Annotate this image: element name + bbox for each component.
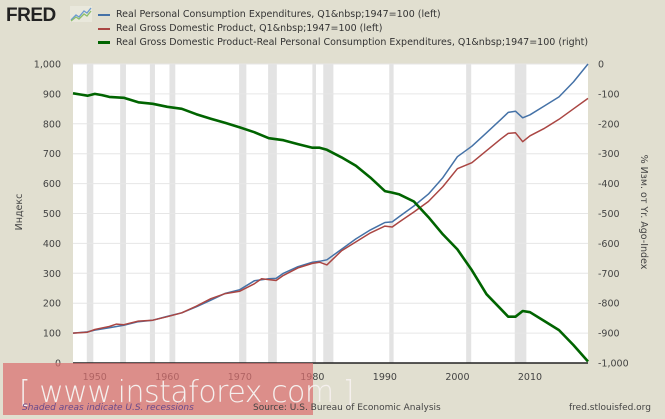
y-left-tick-label: 500 xyxy=(43,209,61,220)
y-right-tick-label: -900 xyxy=(598,329,620,340)
legend-label: Real Gross Domestic Product, Q1&nbsp;194… xyxy=(116,23,383,34)
legend-label: Real Personal Consumption Expenditures, … xyxy=(116,9,441,20)
y-right-tick-label: -700 xyxy=(598,269,620,280)
watermark-banner: [ www.instaforex.com ] xyxy=(3,363,354,415)
y-right-tick-label: -500 xyxy=(598,209,620,220)
series-line-gdp xyxy=(72,97,589,334)
y-right-tick-label: -400 xyxy=(598,179,620,190)
legend-label: Real Gross Domestic Product-Real Persona… xyxy=(116,37,589,48)
fred-url-link[interactable]: fred.stlouisfed.org xyxy=(569,403,651,413)
y-right-tick-label: -100 xyxy=(598,89,620,100)
y-left-tick-label: 900 xyxy=(43,89,61,100)
y-axis-right-title: % Изм. от Yr. Ago-Index xyxy=(638,155,649,270)
legend-item-pce[interactable]: Real Personal Consumption Expenditures, … xyxy=(98,9,441,20)
y-left-tick-label: 800 xyxy=(43,119,61,130)
x-tick-label: 2000 xyxy=(445,372,469,383)
recession-note: Shaded areas indicate U.S. recessions xyxy=(22,403,194,413)
y-left-tick-label: 700 xyxy=(43,149,61,160)
legend-item-gdp-minus-pce[interactable]: Real Gross Domestic Product-Real Persona… xyxy=(98,37,588,48)
y-left-tick-label: 1,000 xyxy=(34,60,61,71)
y-right-tick-label: -600 xyxy=(598,239,620,250)
y-right-tick-label: -200 xyxy=(598,119,620,130)
series-line-gdp-minus-pce xyxy=(72,92,589,363)
x-tick-label: 2010 xyxy=(518,372,542,383)
fred-logo: FRED xyxy=(6,5,56,26)
series-lines xyxy=(72,63,589,363)
x-tick-label: 1990 xyxy=(373,372,397,383)
y-left-tick-label: 200 xyxy=(43,299,61,310)
y-axis-right-ticks: -1,000 -900 -800 -700 -600 -500 -400 -300 -200 -1… xyxy=(598,60,629,370)
legend-item-gdp[interactable]: Real Gross Domestic Product, Q1&nbsp;194… xyxy=(98,23,382,34)
legend-swatch-green xyxy=(98,41,110,44)
chart-line-icon xyxy=(70,6,92,22)
y-right-tick-label: 0 xyxy=(598,60,604,71)
source-note: Source: U.S. Bureau of Economic Analysis xyxy=(253,403,441,413)
y-left-tick-label: 400 xyxy=(43,239,61,250)
watermark-text: [ www.instaforex.com ] xyxy=(19,375,354,410)
legend-swatch-red xyxy=(98,27,110,30)
y-right-tick-label: -800 xyxy=(598,299,620,310)
y-left-tick-label: 100 xyxy=(43,329,61,340)
y-left-tick-label: 300 xyxy=(43,269,61,280)
y-axis-left-title: Индекс xyxy=(14,194,25,231)
gridlines xyxy=(73,63,588,334)
y-right-tick-label: -300 xyxy=(598,149,620,160)
y-left-tick-label: 600 xyxy=(43,179,61,190)
legend-swatch-blue xyxy=(98,13,110,16)
y-right-tick-label: -1,000 xyxy=(598,359,629,370)
